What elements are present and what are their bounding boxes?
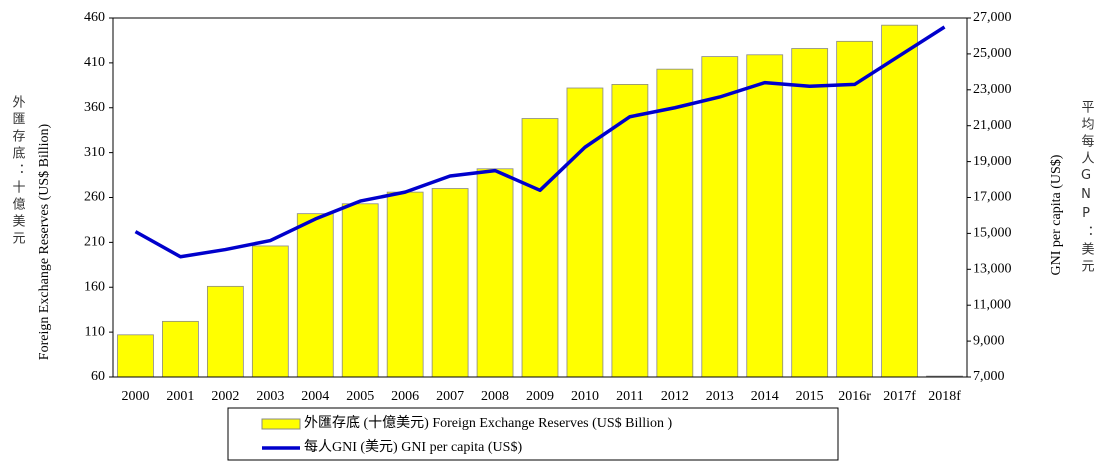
- y2-tick-label: 15,000: [973, 226, 1012, 241]
- y-label-zh: 外匯存底：十億美元: [10, 95, 26, 248]
- y-tick-label: 310: [84, 145, 105, 160]
- line: [134, 25, 946, 259]
- y-label: Foreign Exchange Reserves (US$ Billion): [37, 123, 52, 360]
- y2-label: GNI per capita (US$): [1049, 154, 1064, 275]
- y-tick-label: 410: [84, 55, 105, 70]
- bar: [476, 168, 514, 378]
- bar: [836, 40, 874, 378]
- legend-label: 每人GNI (美元) GNI per capita (US$): [304, 439, 522, 455]
- plot-frame: [112, 17, 968, 378]
- bar: [701, 56, 739, 378]
- y2-tick-label: 11,000: [973, 297, 1011, 312]
- y2-tick-label: 23,000: [973, 82, 1012, 97]
- bar: [611, 84, 649, 378]
- x-tick-label: 2017f: [883, 389, 916, 404]
- y2-tick-label: 27,000: [973, 10, 1012, 25]
- y2-tick-label: 9,000: [973, 333, 1005, 348]
- bar: [341, 203, 379, 378]
- y2-tick-label: 17,000: [973, 190, 1012, 205]
- y2-tick-label: 25,000: [973, 46, 1012, 61]
- x-tick-label: 2006: [391, 389, 419, 404]
- bar: [386, 191, 424, 378]
- bar: [746, 54, 784, 378]
- x-tick-label: 2011: [616, 389, 643, 404]
- bar: [117, 334, 154, 378]
- bar: [656, 68, 694, 378]
- bar: [206, 285, 244, 378]
- legend-label: 外匯存底 (十億美元) Foreign Exchange Reserves (U…: [304, 415, 673, 431]
- x-tick-label: 2018f: [928, 389, 961, 404]
- bar: [251, 245, 289, 378]
- x-tick-label: 2009: [526, 389, 554, 404]
- bar: [521, 118, 559, 378]
- y2-tick-label: 19,000: [973, 154, 1012, 169]
- x-tick-label: 2010: [571, 389, 599, 404]
- x-tick-label: 2007: [436, 389, 464, 404]
- x-tick-label: 2002: [211, 389, 239, 404]
- x-tick-label: 2003: [256, 389, 284, 404]
- bar: [296, 213, 334, 378]
- y-tick-label: 210: [84, 235, 105, 250]
- y-tick-label: 260: [84, 190, 105, 205]
- x-tick-label: 2014: [751, 389, 779, 404]
- x-tick-label: 2001: [166, 389, 194, 404]
- x-tick-label: 2000: [121, 389, 149, 404]
- bar: [566, 87, 604, 378]
- x-tick-label: 2012: [661, 389, 689, 404]
- y2-tick-label: 21,000: [973, 118, 1012, 133]
- bar: [881, 24, 918, 378]
- y2-label-zh: 平均每人GNP：美元: [1079, 100, 1095, 276]
- y2-tick-label: 7,000: [973, 369, 1005, 384]
- x-tick-label: 2016r: [838, 389, 871, 404]
- y-tick-label: 460: [84, 10, 105, 25]
- x-tick-label: 2008: [481, 389, 509, 404]
- y-tick-label: 160: [84, 279, 105, 294]
- y-tick-label: 360: [84, 100, 105, 115]
- x-tick-label: 2005: [346, 389, 374, 404]
- x-tick-label: 2015: [796, 389, 824, 404]
- y-tick-label: 110: [85, 324, 105, 339]
- legend-box: [227, 407, 839, 461]
- legend-swatch: [261, 418, 301, 430]
- bar: [162, 320, 199, 378]
- bar: [431, 188, 469, 378]
- bar: [791, 48, 829, 378]
- x-tick-label: 2004: [301, 389, 329, 404]
- x-tick-label: 2013: [706, 389, 734, 404]
- y2-tick-label: 13,000: [973, 262, 1012, 277]
- y-tick-label: 60: [91, 369, 105, 384]
